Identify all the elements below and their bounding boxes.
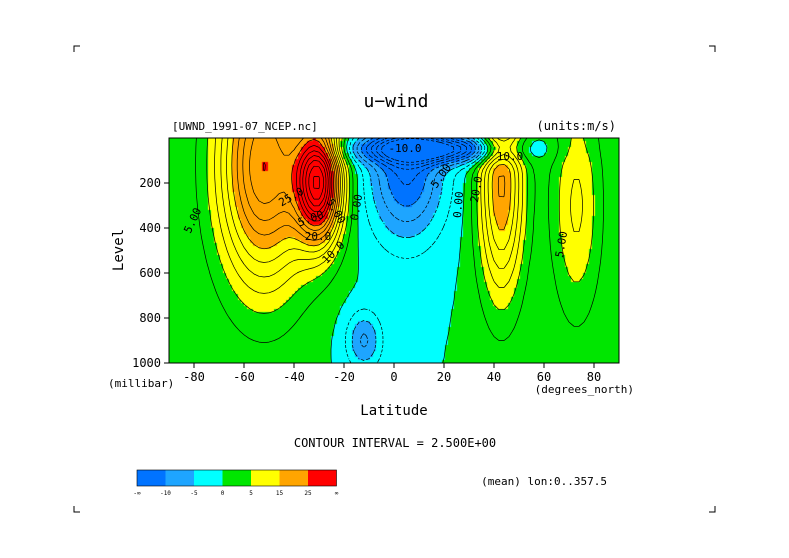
contour-line <box>308 165 325 200</box>
colorbar-tick-label: 25 <box>304 490 312 497</box>
colorbar-tick-label: 5 <box>249 490 253 497</box>
contour-line <box>351 137 483 361</box>
contour-line <box>344 137 486 364</box>
colorbar-swatch <box>194 470 223 486</box>
contour-line <box>226 137 516 263</box>
contour-line <box>299 150 331 217</box>
contour-line <box>381 138 455 163</box>
colorbar: -∞ -10 -5 0 5 15 25 ∞ <box>133 469 339 497</box>
contour-label: 20.0 <box>468 175 485 203</box>
colorbar-tick-label: ∞ <box>335 490 339 497</box>
colorbar-tick-label: 0 <box>221 490 225 497</box>
contour-line <box>236 137 506 241</box>
contour-line <box>206 137 594 314</box>
y-tick-label: 200 <box>139 176 161 190</box>
dataset-label: [UWND_1991-07_NCEP.nc] <box>172 120 318 133</box>
contour-line <box>242 137 338 236</box>
y-tick-label: 400 <box>139 221 161 235</box>
x-units-label: (degrees_north) <box>535 383 634 396</box>
contour-line <box>312 176 321 189</box>
chart-title: u−wind <box>363 91 428 112</box>
colorbar-tick-label: -∞ <box>133 490 141 497</box>
contour-line <box>366 137 472 185</box>
colorbar-tick-label: -10 <box>160 490 171 497</box>
colorbar-frame <box>136 469 337 487</box>
colorbar-swatch <box>222 470 251 486</box>
x-axis-label: Latitude <box>360 403 427 419</box>
contour-line <box>296 144 333 222</box>
x-axis: -80 -60 -40 -20 0 20 40 60 80 <box>183 363 601 384</box>
colorbar-swatch <box>279 470 308 486</box>
contour-line <box>220 137 520 278</box>
x-tick-label: -80 <box>183 370 205 384</box>
contour-line <box>195 137 604 343</box>
colorbar-tick-label: 15 <box>276 490 284 497</box>
x-tick-label: 40 <box>487 370 501 384</box>
contour-label: -10.0 <box>388 142 421 155</box>
y-axis-label: Level <box>111 229 127 271</box>
contour-line <box>249 137 336 231</box>
contour-line <box>356 137 480 348</box>
colorbar-swatch <box>308 470 337 486</box>
y-tick-label: 600 <box>139 266 161 280</box>
colorbar-swatch <box>137 470 166 486</box>
contour-label: 10.0 <box>497 150 524 163</box>
contour-label: 5.00 <box>553 230 570 258</box>
units-label: (units:m/s) <box>537 119 616 133</box>
x-tick-label: -60 <box>233 370 255 384</box>
y-axis: 200 400 600 800 1000 <box>132 176 169 370</box>
longitude-note: (mean) lon:0..357.5 <box>481 475 607 488</box>
x-tick-label: 0 <box>390 370 397 384</box>
contour-line <box>371 137 467 170</box>
contour-line <box>330 137 548 364</box>
field-image <box>169 138 619 363</box>
x-tick-label: 80 <box>587 370 601 384</box>
y-units-label: (millibar) <box>108 377 174 390</box>
contour-line <box>361 137 476 207</box>
crop-marks <box>73 45 716 513</box>
colorbar-tick-label: -5 <box>190 490 198 497</box>
y-tick-label: 800 <box>139 311 161 325</box>
contour-label: 0.00 <box>348 193 365 221</box>
x-tick-label: 20 <box>437 370 451 384</box>
colorbar-swatch <box>251 470 280 486</box>
contour-line <box>302 155 329 212</box>
contour-line <box>262 139 334 227</box>
contour-interval-note: CONTOUR INTERVAL = 2.500E+00 <box>294 436 496 450</box>
colorbar-swatch <box>165 470 194 486</box>
contour-line <box>305 159 327 207</box>
contour-lines <box>195 137 604 364</box>
x-tick-label: -40 <box>283 370 305 384</box>
contour-label: 20.0 <box>305 230 332 243</box>
x-tick-label: 60 <box>537 370 551 384</box>
x-tick-label: -20 <box>333 370 355 384</box>
contour-line <box>214 137 583 294</box>
y-tick-label: 1000 <box>132 356 161 370</box>
contour-label: 0.00 <box>451 191 466 219</box>
contour-line <box>231 137 512 250</box>
